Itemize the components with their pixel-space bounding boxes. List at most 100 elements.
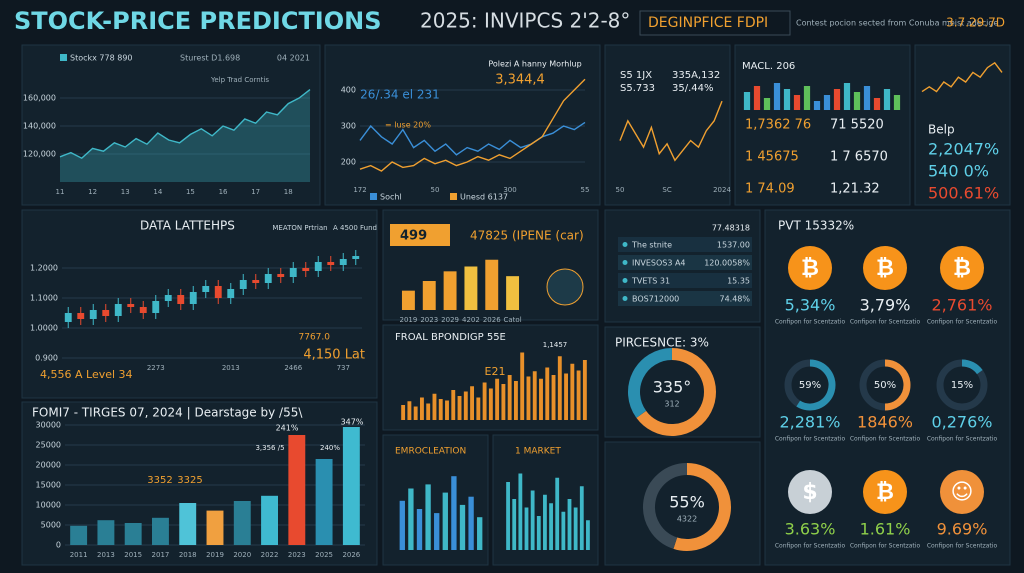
bar: [464, 266, 478, 310]
x-tick-label: 14: [153, 188, 162, 196]
x-tick-label: 2029: [441, 316, 459, 324]
stat-value: 500.61%: [928, 184, 999, 203]
x-tick-label: 50: [616, 186, 625, 194]
coin: [863, 470, 907, 514]
donut-sub: 4322: [677, 515, 697, 524]
x-tick-label: 2013: [222, 364, 240, 372]
chart-title: PIRCESNCE: 3%: [615, 336, 709, 350]
coin-symbol: $: [802, 480, 817, 505]
ring-label: 59%: [799, 380, 821, 391]
bar: [576, 370, 581, 420]
crypto-value: 2,281%: [779, 413, 840, 432]
row-dot: [622, 260, 628, 265]
bar: [477, 517, 483, 550]
coin: [788, 246, 832, 290]
x-tick-label: 55: [581, 186, 590, 194]
candle-body: [89, 310, 97, 319]
x-tick-label: SC: [662, 186, 671, 194]
y-tick-label: 10000: [36, 501, 61, 510]
annotation: A 4500 Fund: [333, 224, 377, 232]
annotation: 240%: [320, 444, 340, 452]
annotation: Yelp Trad Corntis: [210, 76, 269, 84]
bar: [555, 477, 560, 550]
chart-title: EMROCLEATION: [395, 447, 466, 457]
crypto-caption: Confipon for Scentzatio: [927, 543, 998, 550]
kpi-value: 1,21.32: [830, 182, 880, 197]
bar: [520, 352, 525, 420]
x-tick-label: 12: [88, 188, 97, 196]
ring: [961, 359, 983, 375]
kpi-value: 71 5520: [830, 118, 884, 133]
annotation: 04 2021: [277, 54, 310, 63]
x-tick-label: 2023: [288, 551, 306, 559]
candle-body: [114, 304, 122, 316]
legend-label: Stockx 778 890: [70, 54, 133, 63]
table-row: [618, 273, 752, 288]
badge-label: 499: [400, 229, 427, 244]
bar: [476, 397, 481, 420]
bar: [432, 393, 437, 420]
y-tick-label: 30000: [36, 421, 61, 430]
page-subtitle: 2025: INVIPCS 2'2-8°: [420, 9, 630, 33]
ring: [796, 359, 836, 411]
x-tick-label: 2013: [97, 551, 115, 559]
page-title: STOCK-PRICE PREDICTIONS: [14, 7, 382, 35]
bar: [425, 484, 431, 550]
stats-title: Belp: [928, 123, 955, 137]
annotation: 7767.0: [299, 333, 331, 343]
bar: [97, 520, 115, 545]
bar: [813, 101, 821, 110]
bar: [573, 507, 578, 550]
row-dot: [622, 296, 628, 301]
bar: [863, 86, 871, 110]
legend-label: Sochl: [380, 193, 402, 202]
bar: [422, 281, 436, 310]
line: [359, 78, 586, 172]
bar: [401, 290, 415, 310]
candle-body: [252, 280, 260, 283]
bar: [524, 507, 529, 550]
bar: [488, 388, 493, 420]
bar: [513, 381, 518, 420]
x-tick-label: 2018: [179, 551, 197, 559]
annotation: 347%: [341, 418, 364, 427]
x-tick-label: 18: [284, 188, 293, 196]
y-tick-label: 0: [56, 541, 61, 550]
chart-title: 47825 (IPENE (car): [470, 229, 584, 243]
coin: [940, 470, 984, 514]
bar: [233, 501, 251, 545]
bar: [485, 259, 499, 310]
panel: [734, 44, 911, 206]
annotation: 1,1457: [543, 341, 568, 349]
crypto-value: 1846%: [857, 413, 913, 432]
kpi-value: 1 7 6570: [830, 150, 888, 165]
bar: [399, 500, 405, 550]
candle-body: [352, 256, 360, 259]
candle-body: [339, 259, 347, 265]
x-tick-label: 2023: [420, 316, 438, 324]
bar: [512, 499, 517, 550]
crypto-caption: Confipon for Scentzatio: [850, 436, 921, 443]
stat-value: 540 0%: [928, 162, 989, 181]
y-tick-label: 160,000: [23, 94, 56, 103]
x-tick-label: 4202: [462, 316, 480, 324]
panel: [914, 44, 1011, 206]
bar: [470, 386, 475, 420]
crypto-caption: Confipon for Scentzatio: [850, 543, 921, 550]
y-tick-label: 1.2000: [30, 264, 58, 273]
annotation: 4,150 Lat: [303, 348, 365, 363]
candle-body: [189, 292, 197, 304]
y-tick-label: 1.0000: [30, 324, 58, 333]
annotation: 3352: [147, 475, 172, 486]
bar: [459, 504, 466, 550]
crypto-value: 9.69%: [937, 520, 988, 539]
line: [359, 121, 586, 156]
x-tick-label: 2020: [233, 551, 251, 559]
table-row: [618, 237, 752, 252]
bar: [843, 83, 851, 110]
bar: [536, 516, 541, 550]
bar: [893, 95, 901, 110]
line: [619, 100, 723, 162]
kpi-value: 1,7362 76: [745, 118, 811, 133]
